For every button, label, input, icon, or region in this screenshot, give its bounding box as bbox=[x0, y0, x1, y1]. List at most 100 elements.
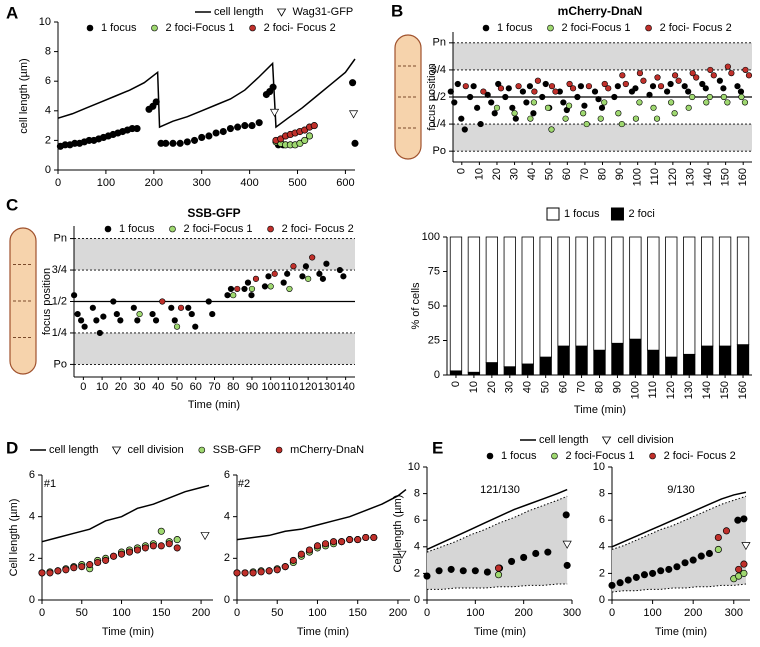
data-point bbox=[454, 80, 461, 88]
data-point bbox=[742, 66, 749, 74]
data-point bbox=[110, 552, 118, 560]
data-point bbox=[349, 79, 357, 87]
data-point bbox=[515, 83, 522, 90]
y-axis-label: focus position bbox=[426, 63, 438, 130]
x-tick-label: 70 bbox=[579, 168, 591, 180]
x-tick-label: 200 bbox=[389, 607, 407, 619]
data-point bbox=[159, 298, 166, 305]
x-tick-label: 200 bbox=[192, 607, 210, 619]
data-point bbox=[649, 83, 657, 90]
x-tick-label: 130 bbox=[683, 381, 695, 399]
bar-segment bbox=[629, 338, 642, 376]
y-tick-label: 4 bbox=[29, 511, 35, 523]
chart-title: mCherry-DnaN bbox=[558, 4, 643, 18]
data-point bbox=[595, 96, 602, 103]
data-point bbox=[205, 298, 212, 305]
data-point bbox=[38, 569, 46, 577]
data-point bbox=[544, 548, 552, 556]
panel: D #1 Cell length (µm) Time (min) 0 2 4 6 0 50 100 1… bbox=[6, 438, 364, 637]
data-point bbox=[632, 115, 640, 122]
division-marker bbox=[269, 108, 280, 117]
panel-letter: E bbox=[432, 438, 443, 457]
bar-segment bbox=[593, 349, 606, 376]
x-tick-label: 50 bbox=[76, 607, 88, 619]
data-point bbox=[248, 292, 255, 299]
legend-label: cell length bbox=[214, 6, 264, 18]
data-point bbox=[226, 125, 235, 133]
bar-segment bbox=[647, 236, 660, 351]
data-point bbox=[657, 567, 665, 575]
data-point bbox=[511, 110, 518, 117]
data-point bbox=[649, 569, 657, 577]
data-point bbox=[46, 569, 54, 577]
x-tick-label: 80 bbox=[593, 381, 605, 393]
data-point bbox=[280, 279, 287, 286]
legend-label: 1 focus bbox=[101, 22, 137, 34]
data-point bbox=[724, 99, 731, 106]
data-point bbox=[488, 99, 495, 106]
y-tick-label: 2 bbox=[224, 552, 230, 564]
data-point bbox=[577, 83, 585, 90]
data-point bbox=[89, 304, 96, 311]
data-point bbox=[94, 558, 102, 567]
x-tick-label: 150 bbox=[152, 607, 170, 619]
x-tick-label: 120 bbox=[665, 381, 677, 399]
bar-segment bbox=[736, 236, 750, 346]
y-tick-label: 0 bbox=[599, 594, 605, 606]
cell-length-line bbox=[426, 488, 568, 551]
data-point bbox=[566, 80, 573, 88]
data-point bbox=[110, 298, 117, 305]
x-tick-label: 50 bbox=[544, 168, 556, 180]
legend-symbol bbox=[645, 24, 652, 32]
data-point bbox=[125, 548, 134, 556]
data-point bbox=[244, 279, 252, 286]
data-point bbox=[269, 83, 277, 91]
legend-symbol bbox=[551, 452, 558, 460]
legend-label: 2 foci-Focus 1 bbox=[565, 450, 634, 462]
x-tick-label: 90 bbox=[246, 381, 258, 393]
data-point bbox=[614, 83, 621, 90]
data-point bbox=[289, 556, 297, 564]
range-band bbox=[427, 496, 568, 590]
data-point bbox=[149, 542, 157, 550]
bar-segment bbox=[575, 236, 588, 347]
data-point bbox=[689, 556, 697, 564]
data-point bbox=[693, 74, 700, 81]
x-axis-label: Time (min) bbox=[474, 626, 526, 638]
data-point bbox=[502, 93, 509, 101]
division-marker bbox=[741, 542, 751, 551]
x-axis-label: Time (min) bbox=[102, 626, 154, 638]
x-tick-label: 100 bbox=[262, 381, 280, 393]
x-tick-label: 300 bbox=[563, 607, 581, 619]
y-tick-label: 2 bbox=[599, 567, 605, 579]
y-tick-label: Po bbox=[433, 145, 446, 157]
data-point bbox=[722, 527, 731, 535]
annotation: 9/130 bbox=[667, 484, 695, 496]
legend-label: 1 focus bbox=[501, 450, 537, 462]
division-marker bbox=[348, 110, 359, 119]
chart-title: SSB-GFP bbox=[187, 206, 240, 220]
data-point bbox=[233, 569, 241, 577]
panel-letter: A bbox=[6, 3, 18, 22]
annotation: #2 bbox=[238, 478, 250, 490]
data-point bbox=[548, 126, 555, 133]
legend-symbol bbox=[486, 452, 494, 460]
data-point bbox=[168, 304, 175, 311]
x-tick-label: 140 bbox=[702, 168, 714, 186]
data-point bbox=[136, 310, 143, 318]
division-marker bbox=[397, 550, 407, 559]
data-point bbox=[526, 83, 533, 90]
bar-segment bbox=[575, 345, 588, 376]
data-point bbox=[477, 120, 484, 128]
x-tick-label: 300 bbox=[193, 177, 211, 189]
data-point bbox=[248, 122, 256, 130]
bar-segment bbox=[557, 236, 570, 347]
legend-label: 2 foci- Focus 2 bbox=[664, 450, 736, 462]
data-point bbox=[130, 304, 137, 311]
data-point bbox=[230, 292, 237, 299]
data-point bbox=[591, 88, 599, 95]
bar-segment bbox=[485, 362, 498, 376]
data-point bbox=[512, 115, 519, 122]
x-tick-label: 0 bbox=[456, 168, 468, 174]
